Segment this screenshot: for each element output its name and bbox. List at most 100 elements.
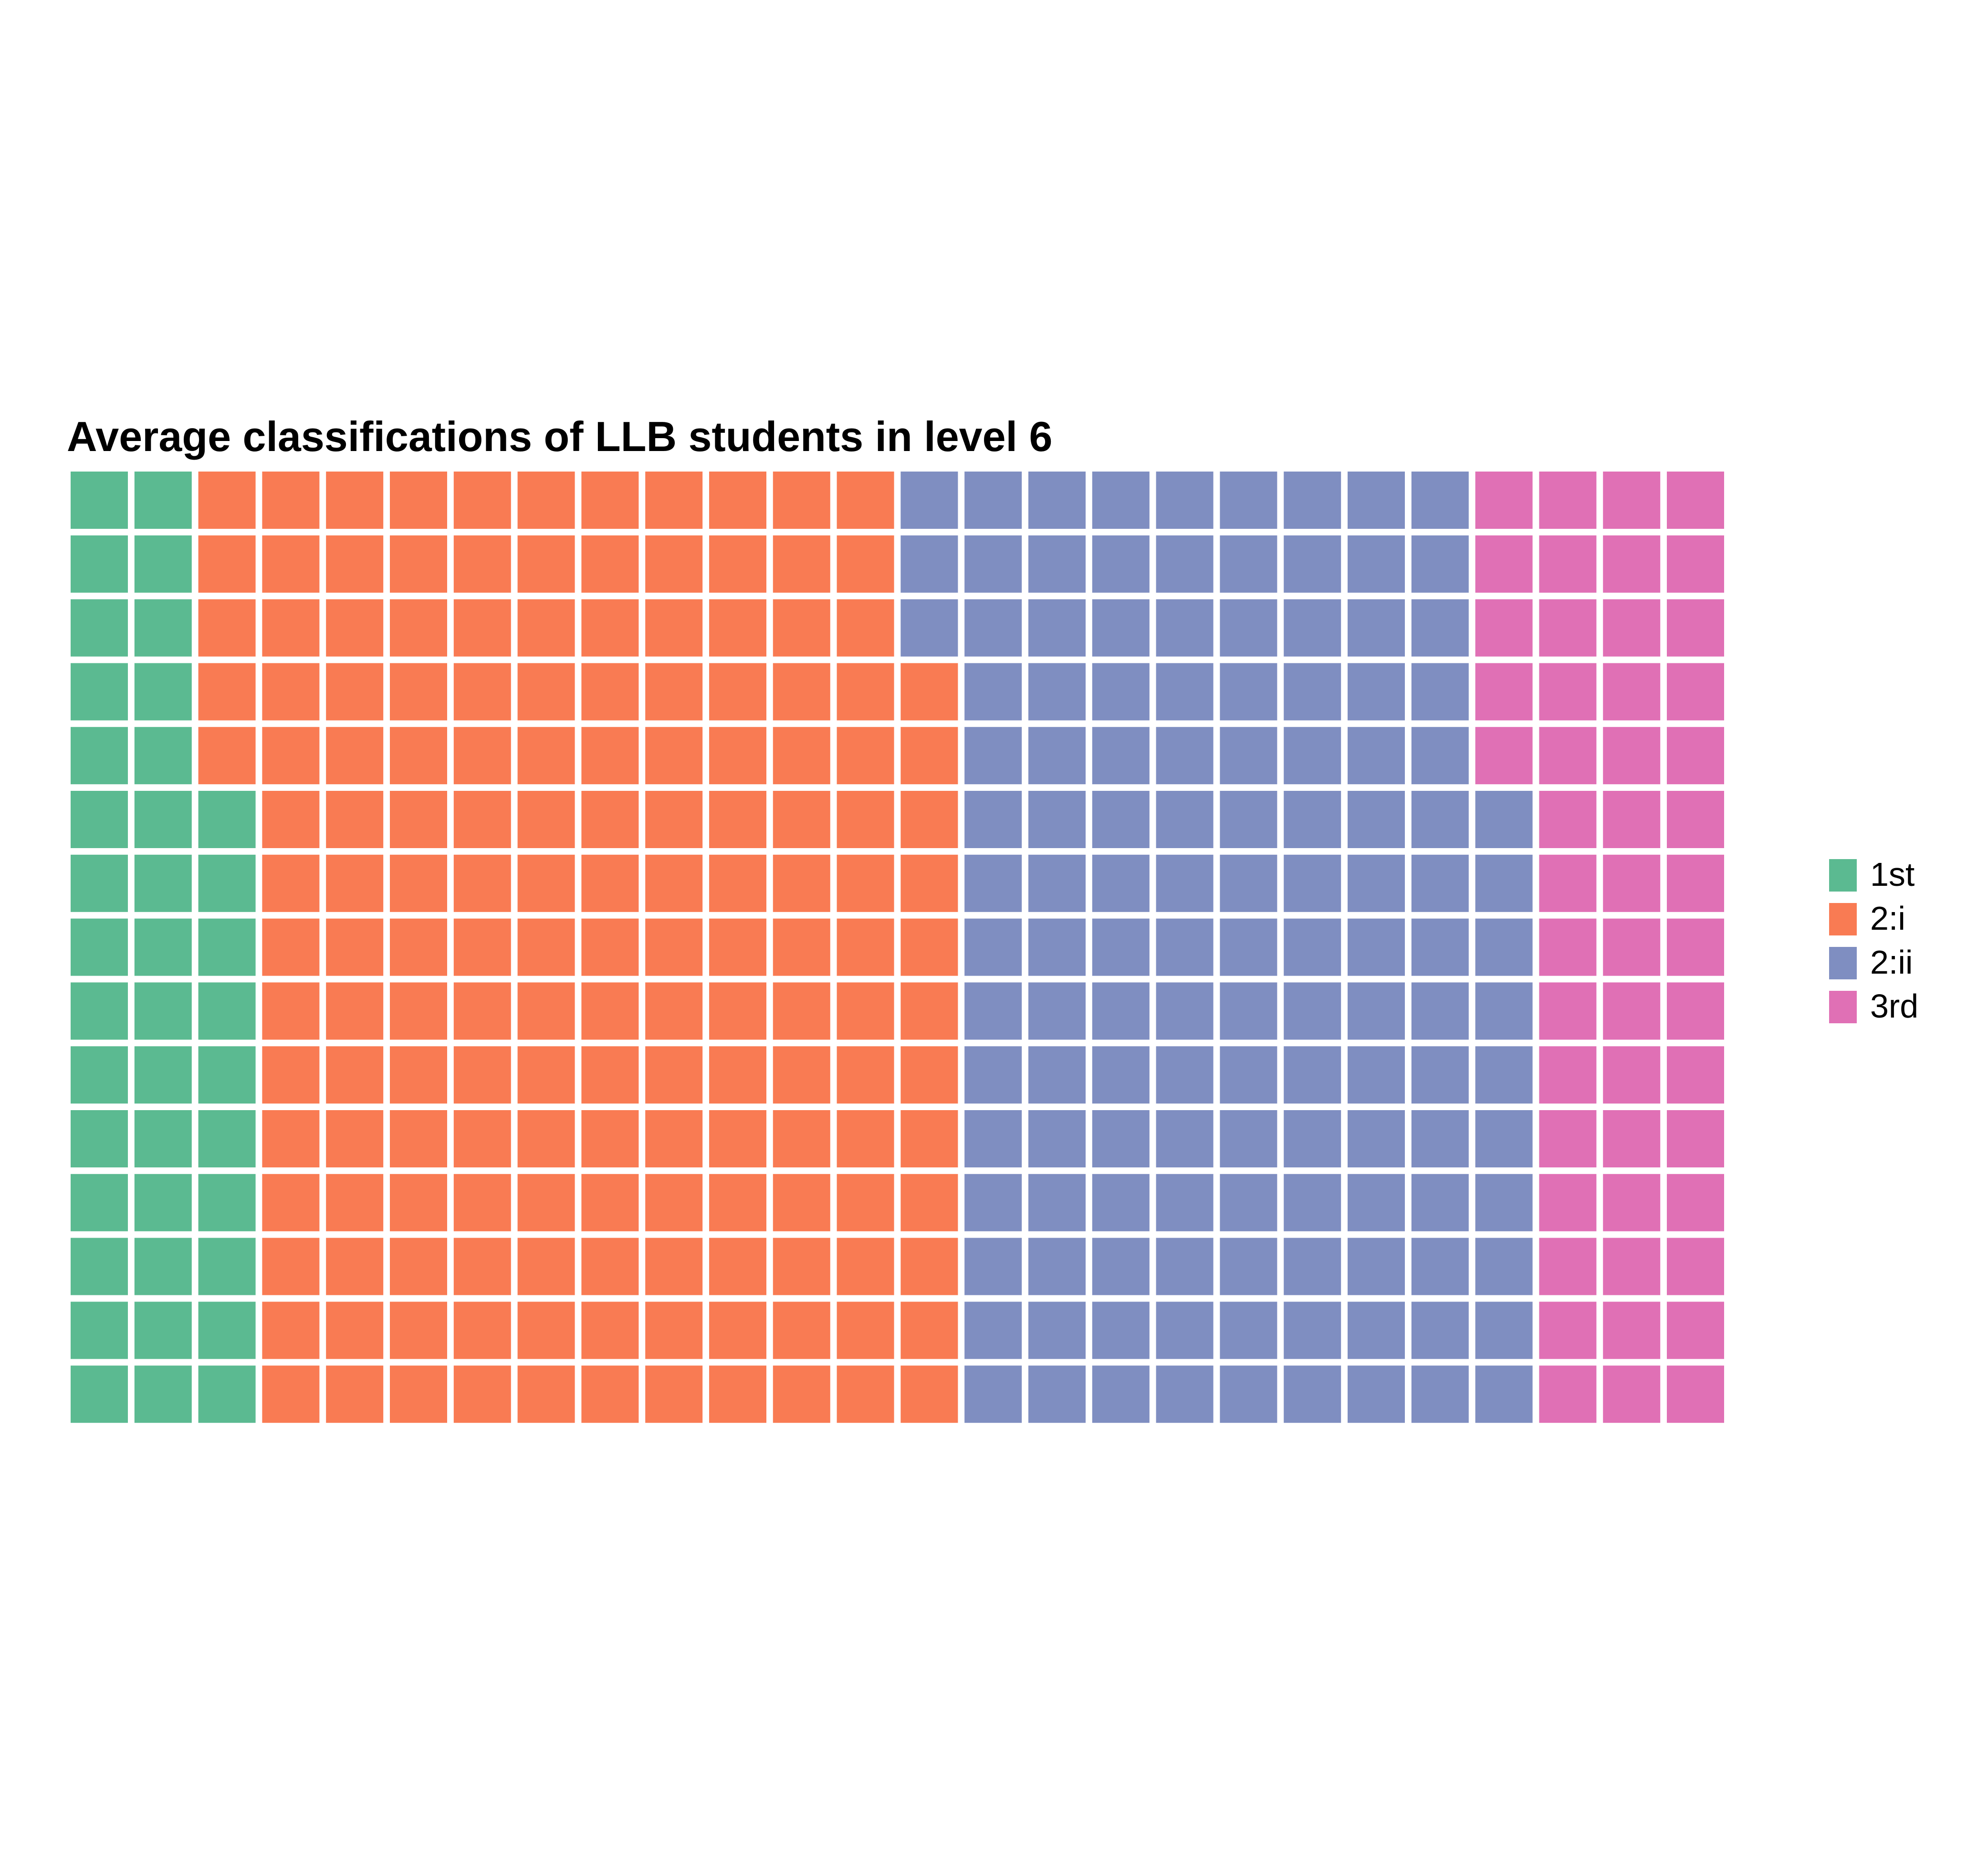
waffle-cell-3rd [1539, 854, 1597, 912]
waffle-cell-3rd [1539, 1110, 1597, 1167]
waffle-cell-2-i [262, 918, 320, 976]
waffle-cell-2-ii [1220, 663, 1277, 721]
waffle-cell-2-i [326, 918, 384, 976]
waffle-cell-2-i [645, 1110, 703, 1167]
waffle-cell-2-ii [1028, 1046, 1086, 1104]
waffle-cell-3rd [1539, 1238, 1597, 1295]
waffle-cell-2-i [773, 599, 830, 657]
legend-label-1st: 1st [1870, 856, 1915, 893]
waffle-cell-2-i [645, 663, 703, 721]
waffle-cell-3rd [1539, 791, 1597, 848]
waffle-cell-2-ii [1028, 1174, 1086, 1231]
waffle-cell-2-i [390, 918, 447, 976]
waffle-cell-3rd [1603, 982, 1661, 1040]
waffle-cell-2-ii [1156, 918, 1214, 976]
waffle-cell-2-i [645, 918, 703, 976]
waffle-cell-2-ii [1284, 727, 1341, 785]
waffle-cell-2-i [581, 1110, 639, 1167]
waffle-cell-3rd [1603, 1238, 1661, 1295]
waffle-cell-2-i [390, 535, 447, 593]
waffle-cell-2-ii [964, 472, 1022, 529]
waffle-cell-2-i [773, 1046, 830, 1104]
waffle-cell-1st [134, 1365, 192, 1423]
waffle-cell-1st [71, 854, 128, 912]
waffle-cell-2-ii [1348, 918, 1405, 976]
waffle-cell-2-ii [1156, 599, 1214, 657]
waffle-cell-2-ii [1284, 472, 1341, 529]
waffle-cell-2-i [390, 1174, 447, 1231]
waffle-cell-2-ii [900, 535, 958, 593]
waffle-cell-2-ii [1028, 1365, 1086, 1423]
waffle-cell-2-ii [1411, 1302, 1469, 1359]
waffle-cell-2-ii [1220, 1174, 1277, 1231]
waffle-cell-1st [71, 663, 128, 721]
waffle-cell-1st [71, 791, 128, 848]
waffle-cell-3rd [1603, 854, 1661, 912]
waffle-cell-2-i [773, 663, 830, 721]
waffle-cell-2-ii [1028, 599, 1086, 657]
waffle-cell-1st [71, 1110, 128, 1167]
waffle-cell-2-ii [1284, 535, 1341, 593]
waffle-cell-2-ii [1411, 854, 1469, 912]
legend-key-2-i [1829, 903, 1857, 935]
waffle-cell-2-i [773, 1238, 830, 1295]
waffle-cell-2-i [453, 1365, 511, 1423]
waffle-cell-2-ii [1028, 472, 1086, 529]
legend-label-2-i: 2:i [1870, 900, 1905, 937]
waffle-cell-2-i [326, 1302, 384, 1359]
waffle-cell-1st [134, 1046, 192, 1104]
waffle-cell-2-ii [1411, 918, 1469, 976]
waffle-cell-2-i [709, 791, 766, 848]
waffle-cell-2-ii [1092, 1365, 1150, 1423]
waffle-cell-3rd [1475, 599, 1533, 657]
waffle-cell-1st [134, 1238, 192, 1295]
waffle-cell-1st [134, 918, 192, 976]
waffle-cell-2-i [390, 1110, 447, 1167]
waffle-cell-3rd [1667, 1302, 1724, 1359]
waffle-cell-1st [71, 1302, 128, 1359]
waffle-cell-1st [134, 791, 192, 848]
waffle-cell-2-i [326, 791, 384, 848]
waffle-cell-2-i [262, 1046, 320, 1104]
waffle-cell-2-ii [1411, 1365, 1469, 1423]
waffle-cell-2-i [645, 472, 703, 529]
waffle-cell-2-i [581, 1238, 639, 1295]
waffle-cell-1st [134, 1174, 192, 1231]
waffle-cell-2-ii [1092, 791, 1150, 848]
waffle-cell-2-i [837, 791, 894, 848]
waffle-cell-2-ii [1092, 472, 1150, 529]
waffle-cell-1st [198, 1046, 256, 1104]
waffle-cell-2-i [517, 791, 575, 848]
waffle-cell-3rd [1539, 663, 1597, 721]
waffle-cell-2-ii [1092, 535, 1150, 593]
waffle-cell-2-ii [1220, 854, 1277, 912]
waffle-cell-3rd [1539, 918, 1597, 976]
waffle-cell-2-i [709, 1110, 766, 1167]
waffle-cell-3rd [1667, 535, 1724, 593]
waffle-cell-2-i [709, 1046, 766, 1104]
waffle-cell-3rd [1539, 1046, 1597, 1104]
waffle-cell-2-ii [1284, 854, 1341, 912]
waffle-cell-3rd [1603, 1046, 1661, 1104]
waffle-cell-2-ii [1092, 1174, 1150, 1231]
waffle-cell-2-ii [1475, 1046, 1533, 1104]
waffle-cell-2-ii [1220, 918, 1277, 976]
waffle-cell-2-i [709, 854, 766, 912]
waffle-cell-2-i [581, 791, 639, 848]
waffle-cell-2-i [390, 1302, 447, 1359]
waffle-cell-2-ii [1028, 791, 1086, 848]
waffle-cell-2-ii [1411, 472, 1469, 529]
waffle-cell-2-i [837, 1174, 894, 1231]
waffle-cell-2-i [262, 1238, 320, 1295]
waffle-cell-2-i [837, 918, 894, 976]
waffle-cell-2-i [581, 918, 639, 976]
waffle-cell-2-i [837, 1365, 894, 1423]
waffle-cell-2-i [390, 791, 447, 848]
waffle-cell-3rd [1667, 982, 1724, 1040]
waffle-cell-2-i [262, 535, 320, 593]
waffle-cell-1st [134, 1302, 192, 1359]
waffle-cell-2-i [709, 663, 766, 721]
waffle-cell-2-i [198, 599, 256, 657]
waffle-cell-3rd [1539, 1174, 1597, 1231]
waffle-cell-2-i [709, 1238, 766, 1295]
